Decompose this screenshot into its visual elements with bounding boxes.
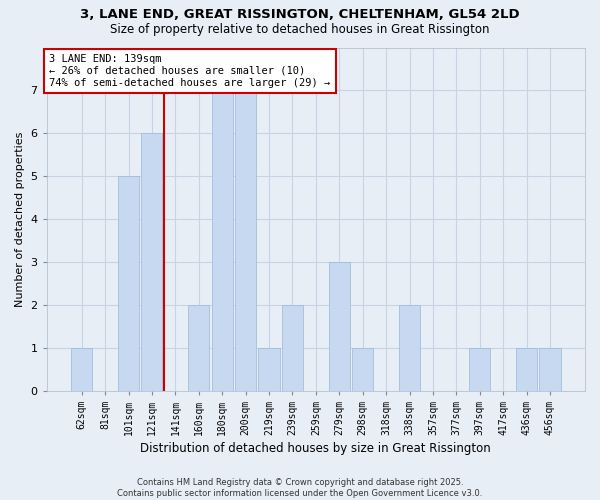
Text: Size of property relative to detached houses in Great Rissington: Size of property relative to detached ho… bbox=[110, 22, 490, 36]
Bar bbox=[469, 348, 490, 391]
Bar bbox=[259, 348, 280, 391]
Y-axis label: Number of detached properties: Number of detached properties bbox=[15, 132, 25, 307]
Bar bbox=[212, 90, 233, 391]
Bar bbox=[399, 305, 420, 391]
Bar bbox=[516, 348, 537, 391]
Bar bbox=[329, 262, 350, 391]
Text: 3, LANE END, GREAT RISSINGTON, CHELTENHAM, GL54 2LD: 3, LANE END, GREAT RISSINGTON, CHELTENHA… bbox=[80, 8, 520, 20]
Bar bbox=[142, 134, 163, 391]
Bar bbox=[235, 90, 256, 391]
Bar bbox=[188, 305, 209, 391]
Bar bbox=[539, 348, 560, 391]
Bar bbox=[352, 348, 373, 391]
Bar bbox=[71, 348, 92, 391]
Bar bbox=[282, 305, 303, 391]
Bar bbox=[118, 176, 139, 391]
X-axis label: Distribution of detached houses by size in Great Rissington: Distribution of detached houses by size … bbox=[140, 442, 491, 455]
Text: 3 LANE END: 139sqm
← 26% of detached houses are smaller (10)
74% of semi-detache: 3 LANE END: 139sqm ← 26% of detached hou… bbox=[49, 54, 331, 88]
Text: Contains HM Land Registry data © Crown copyright and database right 2025.
Contai: Contains HM Land Registry data © Crown c… bbox=[118, 478, 482, 498]
